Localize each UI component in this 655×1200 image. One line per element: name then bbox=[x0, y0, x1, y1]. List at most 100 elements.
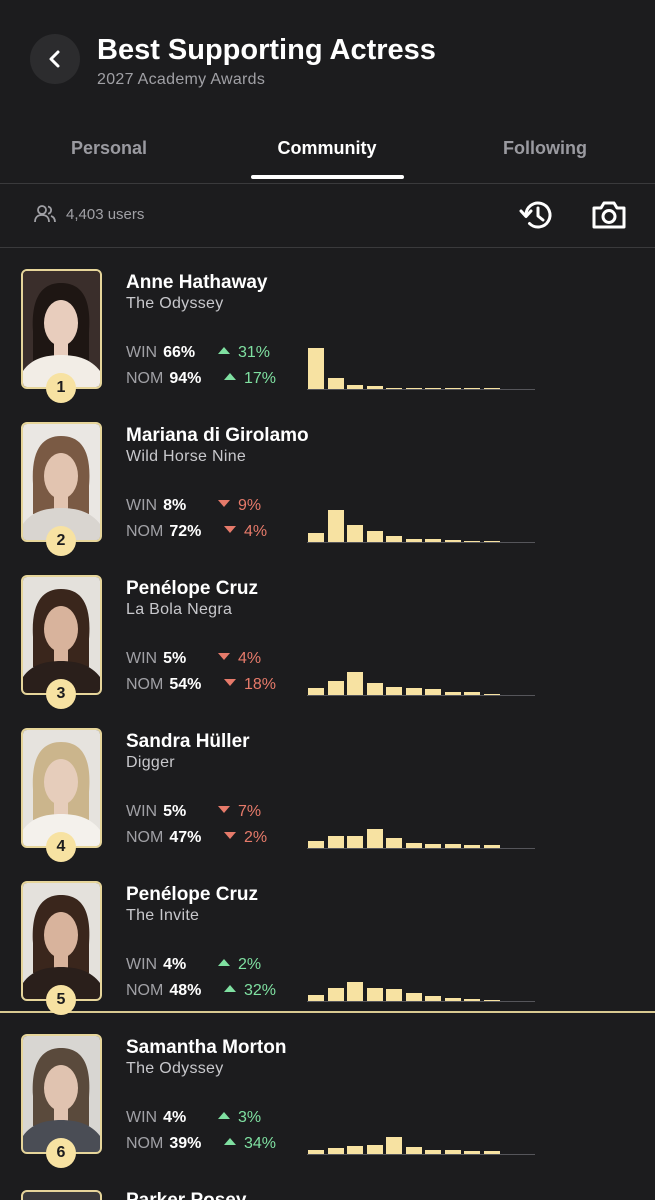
page-title: Best Supporting Actress bbox=[97, 34, 436, 66]
distribution-bar bbox=[425, 539, 441, 542]
nom-label: NOM bbox=[126, 523, 164, 540]
distribution-bar bbox=[308, 688, 324, 695]
distribution-bar bbox=[444, 540, 461, 542]
list-item-partial[interactable]: Parker Posey bbox=[0, 1187, 655, 1200]
distribution-bar bbox=[347, 385, 363, 389]
tab-personal[interactable]: Personal bbox=[70, 138, 148, 158]
triangle-up-icon bbox=[224, 985, 236, 993]
win-delta-value: 31% bbox=[238, 344, 271, 361]
distribution-bar bbox=[386, 1137, 402, 1154]
nominee-photo bbox=[21, 728, 102, 848]
win-label: WIN bbox=[126, 650, 158, 667]
distribution-bar bbox=[405, 539, 422, 542]
nom-delta-value: 4% bbox=[244, 523, 268, 540]
active-tab-indicator bbox=[251, 175, 404, 179]
back-button[interactable] bbox=[30, 34, 80, 84]
nominee-photo bbox=[21, 1034, 102, 1154]
distribution-bar bbox=[464, 541, 480, 542]
triangle-down-icon bbox=[218, 500, 230, 508]
win-delta: 2% bbox=[218, 956, 261, 974]
distribution-bar bbox=[347, 1146, 363, 1154]
history-icon bbox=[519, 201, 552, 229]
rank-distribution-chart bbox=[307, 940, 535, 1002]
rank-badge: 2 bbox=[46, 526, 76, 556]
rank-badge: 5 bbox=[46, 985, 76, 1015]
nom-percent: 47% bbox=[169, 829, 202, 846]
win-percent: 66% bbox=[163, 344, 196, 361]
nominee-film: Digger bbox=[126, 754, 175, 771]
portrait-image bbox=[23, 577, 100, 693]
distribution-bar bbox=[444, 998, 461, 1001]
win-label: WIN bbox=[126, 344, 158, 361]
nom-delta: 34% bbox=[224, 1135, 276, 1153]
triangle-down-icon bbox=[218, 653, 230, 661]
distribution-bar bbox=[425, 388, 441, 389]
win-delta-value: 3% bbox=[238, 1109, 262, 1126]
header: Best Supporting Actress 2027 Academy Awa… bbox=[0, 0, 655, 110]
distribution-bar bbox=[425, 844, 441, 848]
list-item[interactable]: 4 Sandra Hüller Digger WIN 5% 7% NOM 47% 2… bbox=[0, 707, 655, 862]
nom-delta-value: 18% bbox=[244, 676, 277, 693]
distribution-bar bbox=[308, 533, 324, 542]
distribution-bar bbox=[308, 1150, 324, 1154]
distribution-bar bbox=[464, 1151, 480, 1154]
win-stat: WIN 4% bbox=[126, 956, 186, 974]
list-item[interactable]: 3 Penélope Cruz La Bola Negra WIN 5% 4% N… bbox=[0, 554, 655, 709]
distribution-bar bbox=[386, 687, 402, 695]
distribution-bar bbox=[386, 838, 402, 848]
nominee-photo bbox=[21, 575, 102, 695]
win-percent: 5% bbox=[163, 803, 187, 820]
nominee-film: Wild Horse Nine bbox=[126, 448, 247, 465]
list-item[interactable]: 1 Anne Hathaway The Odyssey WIN 66% 31% N… bbox=[0, 248, 655, 403]
distribution-bar bbox=[308, 841, 324, 848]
nom-delta: 18% bbox=[224, 676, 276, 694]
nominee-film: The Invite bbox=[126, 907, 200, 924]
nominee-photo bbox=[21, 269, 102, 389]
distribution-bar bbox=[386, 388, 402, 389]
nom-delta: 17% bbox=[224, 370, 276, 388]
chart-baseline bbox=[307, 1001, 535, 1002]
distribution-bar bbox=[366, 531, 383, 542]
tab-following[interactable]: Following bbox=[503, 138, 587, 158]
distribution-bar bbox=[483, 845, 500, 848]
distribution-bar bbox=[327, 836, 344, 848]
win-delta-value: 9% bbox=[238, 497, 262, 514]
win-delta-value: 7% bbox=[238, 803, 262, 820]
win-delta-value: 4% bbox=[238, 650, 262, 667]
distribution-bar bbox=[425, 689, 441, 695]
win-stat: WIN 8% bbox=[126, 497, 186, 515]
distribution-bar bbox=[483, 541, 500, 542]
distribution-bar bbox=[327, 1148, 344, 1154]
distribution-bar bbox=[483, 694, 500, 695]
win-label: WIN bbox=[126, 1109, 158, 1126]
tab-community[interactable]: Community bbox=[277, 138, 377, 158]
history-button[interactable] bbox=[519, 198, 555, 237]
nom-delta: 2% bbox=[224, 829, 267, 847]
camera-button[interactable] bbox=[591, 198, 627, 237]
chart-baseline bbox=[307, 389, 535, 390]
nom-label: NOM bbox=[126, 1135, 164, 1152]
nominee-photo bbox=[21, 1190, 102, 1200]
win-delta: 7% bbox=[218, 803, 261, 821]
distribution-bar bbox=[405, 843, 422, 848]
list-item[interactable]: 6 Samantha Morton The Odyssey WIN 4% 3% N… bbox=[0, 1013, 655, 1168]
distribution-bar bbox=[366, 1145, 383, 1154]
nom-stat: NOM 39% bbox=[126, 1135, 201, 1153]
distribution-bar bbox=[464, 692, 480, 695]
win-stat: WIN 4% bbox=[126, 1109, 186, 1127]
distribution-bar bbox=[444, 388, 461, 389]
chart-baseline bbox=[307, 695, 535, 696]
list-item[interactable]: 5 Penélope Cruz The Invite WIN 4% 2% NOM 4… bbox=[0, 860, 655, 1015]
nom-percent: 94% bbox=[169, 370, 202, 387]
stats-bar: 4,403 users bbox=[0, 184, 655, 248]
chart-baseline bbox=[307, 1154, 535, 1155]
triangle-down-icon bbox=[224, 832, 236, 840]
win-delta: 3% bbox=[218, 1109, 261, 1127]
win-label: WIN bbox=[126, 497, 158, 514]
rank-badge: 1 bbox=[46, 373, 76, 403]
portrait-image bbox=[23, 1036, 100, 1152]
list-item[interactable]: 2 Mariana di Girolamo Wild Horse Nine WI… bbox=[0, 401, 655, 556]
distribution-bar bbox=[483, 388, 500, 389]
distribution-bar bbox=[347, 525, 363, 542]
distribution-bar bbox=[464, 388, 480, 389]
